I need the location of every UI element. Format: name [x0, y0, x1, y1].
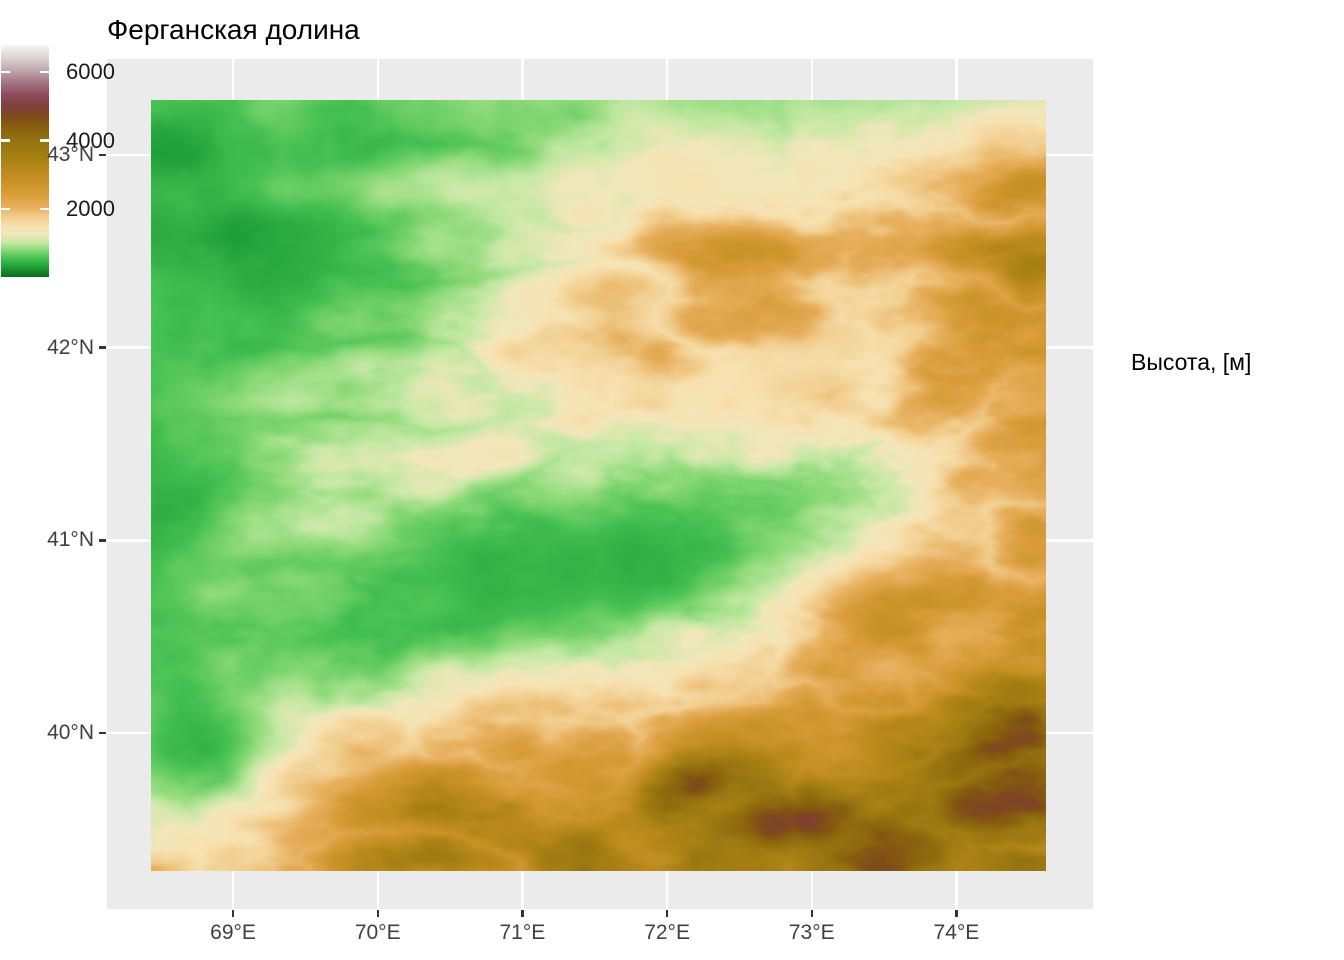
legend-label-2000: 2000: [66, 195, 115, 221]
y-axis-tick-43: [99, 153, 106, 157]
y-axis-label-40: 40°N: [47, 721, 94, 745]
x-axis-label-69: 69°E: [210, 921, 256, 944]
x-axis-tick-71: [521, 910, 524, 917]
y-axis-tick-41: [99, 539, 106, 542]
x-axis-label-70: 70°E: [354, 921, 401, 944]
y-axis-label-41: 41°N: [47, 528, 94, 552]
plot-title: Ферганская долина: [107, 14, 360, 45]
y-axis-label-43: 43°N: [47, 142, 94, 166]
legend-tick-right-4000: [40, 139, 49, 142]
x-axis-label-72: 72°E: [644, 921, 690, 944]
legend-tick-left-4000: [1, 139, 10, 142]
x-axis-tick-74: [955, 910, 958, 917]
legend-tick-right-6000: [40, 71, 49, 74]
x-axis-label-71: 71°E: [499, 921, 546, 944]
x-axis-tick-70: [376, 910, 379, 917]
plot-panel: [107, 59, 1093, 909]
x-axis-label-73: 73°E: [788, 921, 835, 944]
legend-label-6000: 6000: [66, 59, 115, 85]
legend-tick-left-2000: [1, 207, 10, 210]
y-axis-label-42: 42°N: [47, 335, 94, 359]
x-axis-tick-72: [665, 910, 669, 917]
legend-colorbar: 6000 4000 2000: [1, 45, 115, 277]
legend-tick-right-2000: [40, 207, 49, 210]
x-axis-tick-73: [810, 910, 813, 917]
y-axis-tick-42: [99, 346, 106, 349]
x-axis-tick-69: [231, 910, 235, 917]
legend-title: Высота, [м]: [1131, 349, 1252, 375]
elevation-raster-map: [151, 100, 1046, 871]
legend-label-4000: 4000: [66, 127, 115, 153]
legend: Высота, [м]: [1131, 348, 1341, 392]
y-axis-tick-40: [99, 731, 106, 735]
x-axis-label-74: 74°E: [933, 921, 980, 944]
legend-tick-left-6000: [1, 71, 10, 74]
